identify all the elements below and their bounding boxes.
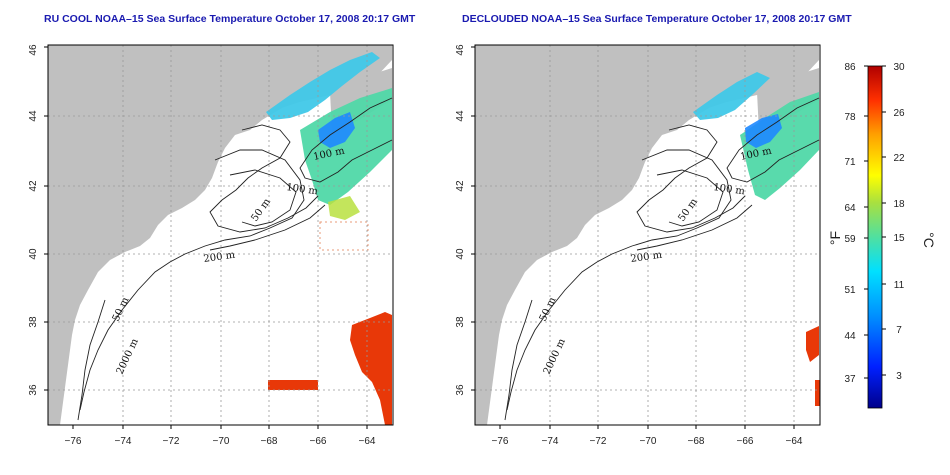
left-lat-tick: 38 — [28, 316, 39, 328]
left-contour-label-200m: 200 m — [203, 250, 236, 265]
right-lat-tick: 42 — [455, 180, 466, 192]
left-sst-patch-south — [268, 380, 318, 390]
left-lat-tick: 36 — [28, 384, 39, 396]
colorbar-c-label: 18 — [893, 199, 905, 210]
right-x-axis: −76 −74 −72 −70 −68 −66 −64 — [492, 425, 803, 447]
colorbar-f-label: 59 — [844, 234, 856, 245]
left-sst-scotian-shelf — [300, 88, 392, 205]
left-lat-tick: 44 — [28, 110, 39, 122]
right-sst-patch-south — [815, 380, 820, 406]
left-sst-warm-pixels — [319, 221, 369, 251]
colorbar-f-label: 78 — [844, 112, 856, 123]
left-land — [48, 45, 392, 425]
left-panel-title: RU COOL NOAA–15 Sea Surface Temperature … — [44, 13, 416, 25]
left-bathymetry — [77, 97, 393, 421]
right-contour-label-100m-b: 100 m — [713, 182, 746, 197]
left-y-axis: 36 38 40 42 44 46 — [28, 44, 48, 396]
left-sst-warm-front — [328, 196, 360, 220]
right-sst-gulf-stream — [806, 326, 819, 362]
right-lon-tick: −76 — [492, 436, 509, 447]
colorbar-f-label: 51 — [844, 285, 856, 296]
colorbar-f-label: 86 — [844, 62, 856, 73]
colorbar-fahrenheit-unit: °F — [827, 231, 843, 245]
colorbar-c-label: 26 — [893, 108, 905, 119]
right-lon-tick: −72 — [590, 436, 607, 447]
colorbar-ticks — [864, 65, 886, 379]
left-panel: RU COOL NOAA–15 Sea Surface Temperature … — [28, 13, 416, 447]
left-lon-tick: −66 — [310, 436, 327, 447]
right-lon-tick: −74 — [542, 436, 559, 447]
left-lat-tick: 42 — [28, 180, 39, 192]
colorbar-f-label: 64 — [844, 203, 856, 214]
colorbar-celsius-unit: °C — [921, 232, 937, 248]
right-lon-tick: −70 — [640, 436, 657, 447]
left-lon-tick: −72 — [163, 436, 180, 447]
colorbar-c-label: 3 — [896, 371, 902, 382]
colorbar-c-label: 11 — [894, 280, 905, 291]
left-lon-tick: −68 — [261, 436, 278, 447]
right-lon-tick: −68 — [688, 436, 705, 447]
right-panel-title: DECLOUDED NOAA–15 Sea Surface Temperatur… — [462, 13, 852, 25]
colorbar: 86 78 71 64 59 51 44 37 30 26 22 18 15 1… — [827, 62, 937, 409]
right-panel: DECLOUDED NOAA–15 Sea Surface Temperatur… — [455, 13, 852, 447]
right-contour-label-200m: 200 m — [630, 250, 663, 265]
right-grid — [475, 45, 820, 425]
left-sst-cold-core — [318, 112, 355, 148]
colorbar-c-label: 22 — [893, 153, 905, 164]
left-lon-tick: −76 — [65, 436, 82, 447]
left-sst-gulf-stream — [350, 312, 392, 425]
right-sst-gulf-of-maine — [693, 72, 770, 120]
right-sst-scotian-shelf — [740, 92, 819, 200]
right-bathymetry — [504, 97, 820, 421]
right-lon-tick: −66 — [737, 436, 754, 447]
left-lat-tick: 46 — [28, 44, 39, 56]
right-y-axis: 36 38 40 42 44 46 — [455, 44, 475, 396]
left-x-axis: −76 −74 −72 −70 −68 −66 −64 — [65, 425, 376, 447]
colorbar-c-label: 7 — [896, 325, 902, 336]
left-map: 100 m 100 m 50 m 200 m 50 m 2000 m — [47, 44, 394, 426]
right-lat-tick: 46 — [455, 44, 466, 56]
right-land — [475, 45, 819, 425]
colorbar-f-label: 44 — [844, 331, 856, 342]
colorbar-c-label: 30 — [893, 62, 905, 73]
left-lon-tick: −64 — [359, 436, 376, 447]
colorbar-c-label: 15 — [893, 233, 905, 244]
right-lat-tick: 40 — [455, 248, 466, 260]
colorbar-f-label: 71 — [844, 157, 856, 168]
right-lat-tick: 38 — [455, 316, 466, 328]
left-sst-gulf-of-maine — [266, 52, 380, 120]
left-lon-tick: −70 — [213, 436, 230, 447]
colorbar-gradient — [867, 65, 883, 409]
right-lon-tick: −64 — [786, 436, 803, 447]
left-contour-label-100m-b: 100 m — [286, 182, 319, 197]
left-lat-tick: 40 — [28, 248, 39, 260]
colorbar-f-label: 37 — [844, 374, 856, 385]
left-lon-tick: −74 — [115, 436, 132, 447]
right-map: 100 m 100 m 50 m 200 m 50 m 2000 m — [474, 44, 821, 426]
right-lat-tick: 44 — [455, 110, 466, 122]
right-lat-tick: 36 — [455, 384, 466, 396]
